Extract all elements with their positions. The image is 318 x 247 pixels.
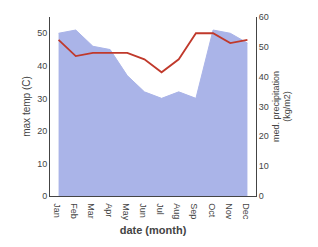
svg-text:0: 0 — [42, 191, 47, 201]
svg-text:30: 30 — [37, 94, 47, 104]
svg-text:med. precipitation(kg/m2): med. precipitation(kg/m2) — [271, 71, 293, 142]
svg-text:60: 60 — [259, 12, 269, 22]
svg-text:50: 50 — [259, 42, 269, 52]
svg-text:May: May — [121, 203, 131, 221]
svg-text:20: 20 — [37, 126, 47, 136]
svg-text:20: 20 — [259, 131, 269, 141]
svg-text:10: 10 — [259, 161, 269, 171]
svg-text:Dec: Dec — [241, 203, 251, 220]
svg-text:Aug: Aug — [172, 203, 182, 219]
svg-text:40: 40 — [37, 61, 47, 71]
svg-text:Mar: Mar — [86, 203, 96, 219]
svg-text:Jan: Jan — [52, 203, 62, 218]
svg-text:50: 50 — [37, 28, 47, 38]
svg-text:Apr: Apr — [104, 203, 114, 217]
svg-text:0: 0 — [259, 191, 264, 201]
svg-text:40: 40 — [259, 72, 269, 82]
svg-text:10: 10 — [37, 159, 47, 169]
svg-text:Oct: Oct — [207, 203, 217, 218]
svg-text:Jul: Jul — [155, 203, 165, 215]
svg-text:date (month): date (month) — [120, 224, 187, 236]
svg-text:30: 30 — [259, 102, 269, 112]
svg-text:max temp (C): max temp (C) — [21, 76, 32, 137]
svg-text:Nov: Nov — [224, 203, 234, 220]
svg-text:Feb: Feb — [69, 203, 79, 219]
svg-text:Sep: Sep — [189, 203, 199, 219]
svg-text:Jun: Jun — [138, 203, 148, 218]
